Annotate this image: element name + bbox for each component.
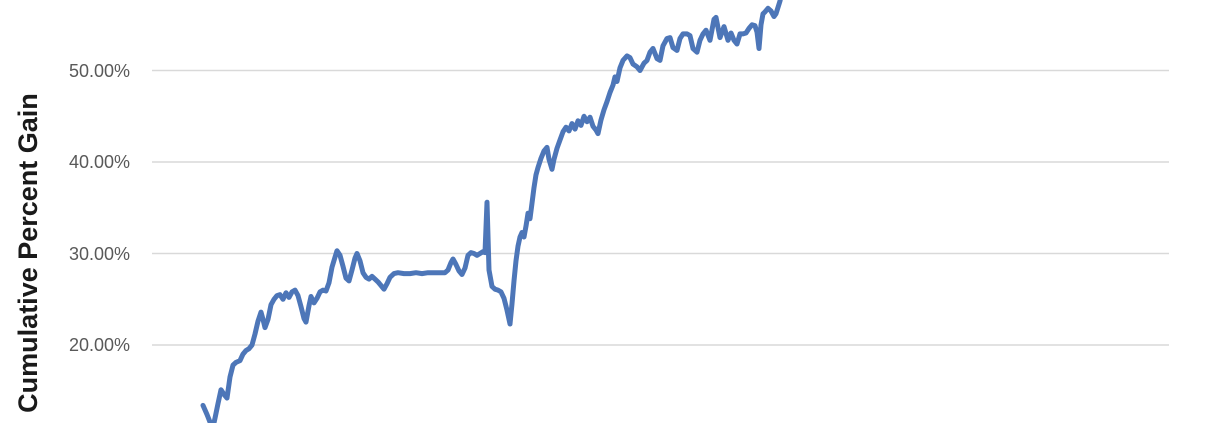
y-tick-label: 20.00% — [68, 335, 130, 355]
y-tick-label: 40.00% — [68, 152, 130, 172]
y-tick-label: 30.00% — [68, 243, 130, 264]
y-tick-label: 50.00% — [68, 60, 130, 81]
y-axis-title: Cumulative Percent Gain — [13, 93, 43, 413]
series-line — [200, 0, 783, 423]
